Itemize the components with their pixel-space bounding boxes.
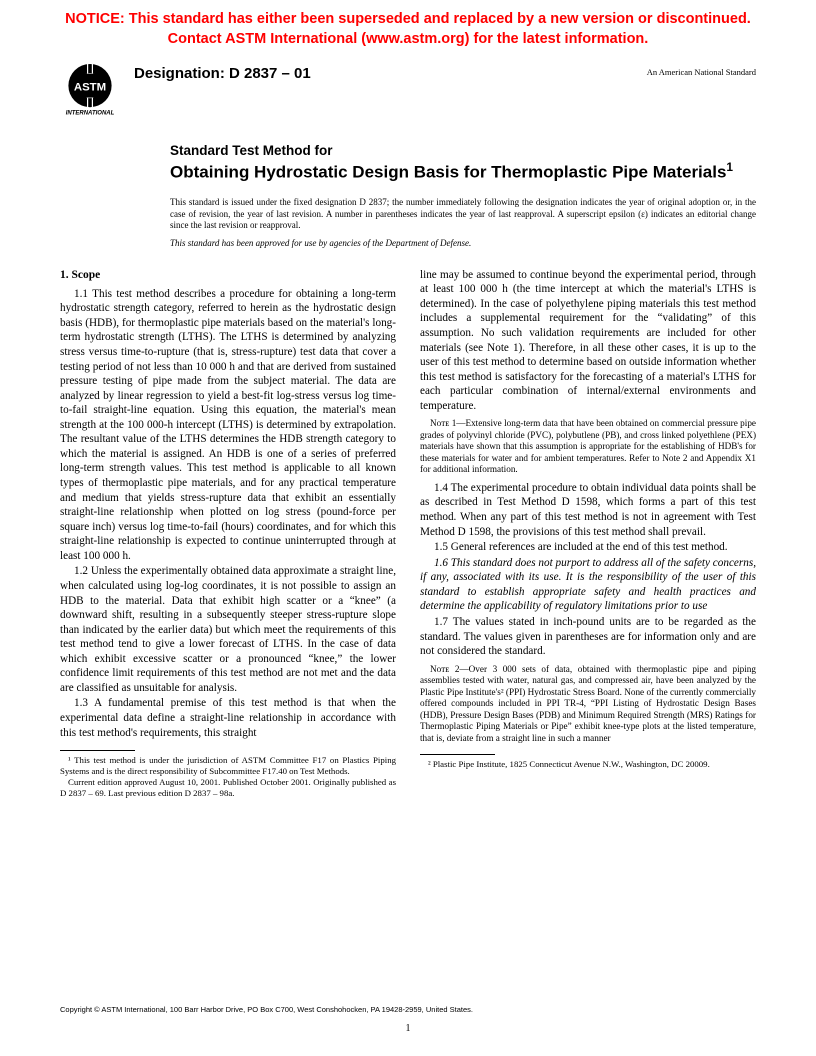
- body-columns: 1. Scope 1.1 This test method describes …: [0, 250, 816, 799]
- note-2: Nᴏᴛᴇ 2—Over 3 000 sets of data, obtained…: [420, 664, 756, 745]
- para-1-4: 1.4 The experimental procedure to obtain…: [420, 481, 756, 539]
- para-1-7: 1.7 The values stated in inch-pound unit…: [420, 615, 756, 659]
- para-1-3: 1.3 A fundamental premise of this test m…: [60, 696, 396, 740]
- issuance-p2: This standard has been approved for use …: [170, 238, 756, 250]
- ans-label: An American National Standard: [647, 67, 756, 77]
- column-right: line may be assumed to continue beyond t…: [420, 268, 756, 799]
- svg-text:ASTM: ASTM: [74, 82, 106, 94]
- title-text: Obtaining Hydrostatic Design Basis for T…: [170, 163, 726, 182]
- footnote-rule-right: [420, 754, 495, 755]
- footnote-rule-left: [60, 750, 135, 751]
- para-1-3-cont: line may be assumed to continue beyond t…: [420, 268, 756, 414]
- issuance-p1: This standard is issued under the fixed …: [170, 197, 756, 232]
- issuance-block: This standard is issued under the fixed …: [0, 183, 816, 250]
- scope-heading: 1. Scope: [60, 268, 396, 283]
- title-block: Standard Test Method for Obtaining Hydro…: [0, 117, 816, 183]
- notice-banner: NOTICE: This standard has either been su…: [0, 0, 816, 49]
- header-row: ASTM INTERNATIONAL Designation: D 2837 –…: [0, 49, 816, 117]
- footnote-1a: ¹ This test method is under the jurisdic…: [60, 755, 396, 777]
- notice-line2: Contact ASTM International (www.astm.org…: [168, 31, 649, 47]
- para-1-6: 1.6 This standard does not purport to ad…: [420, 556, 756, 614]
- copyright-line: Copyright © ASTM International, 100 Barr…: [60, 1005, 756, 1014]
- title-sup: 1: [726, 160, 733, 174]
- title-prefix: Standard Test Method for: [170, 143, 756, 160]
- svg-text:INTERNATIONAL: INTERNATIONAL: [66, 111, 115, 117]
- footnote-2: ² Plastic Pipe Institute, 1825 Connectic…: [420, 759, 756, 770]
- footnote-1b: Current edition approved August 10, 2001…: [60, 777, 396, 799]
- para-1-1: 1.1 This test method describes a procedu…: [60, 287, 396, 564]
- astm-logo: ASTM INTERNATIONAL: [60, 59, 120, 117]
- column-left: 1. Scope 1.1 This test method describes …: [60, 268, 396, 799]
- notice-line1: NOTICE: This standard has either been su…: [65, 11, 751, 27]
- designation: Designation: D 2837 – 01: [134, 59, 311, 82]
- para-1-5: 1.5 General references are included at t…: [420, 540, 756, 555]
- title-main: Obtaining Hydrostatic Design Basis for T…: [170, 160, 756, 183]
- page-number: 1: [0, 1023, 816, 1034]
- note-1: Nᴏᴛᴇ 1—Extensive long-term data that hav…: [420, 418, 756, 476]
- para-1-2: 1.2 Unless the experimentally obtained d…: [60, 564, 396, 695]
